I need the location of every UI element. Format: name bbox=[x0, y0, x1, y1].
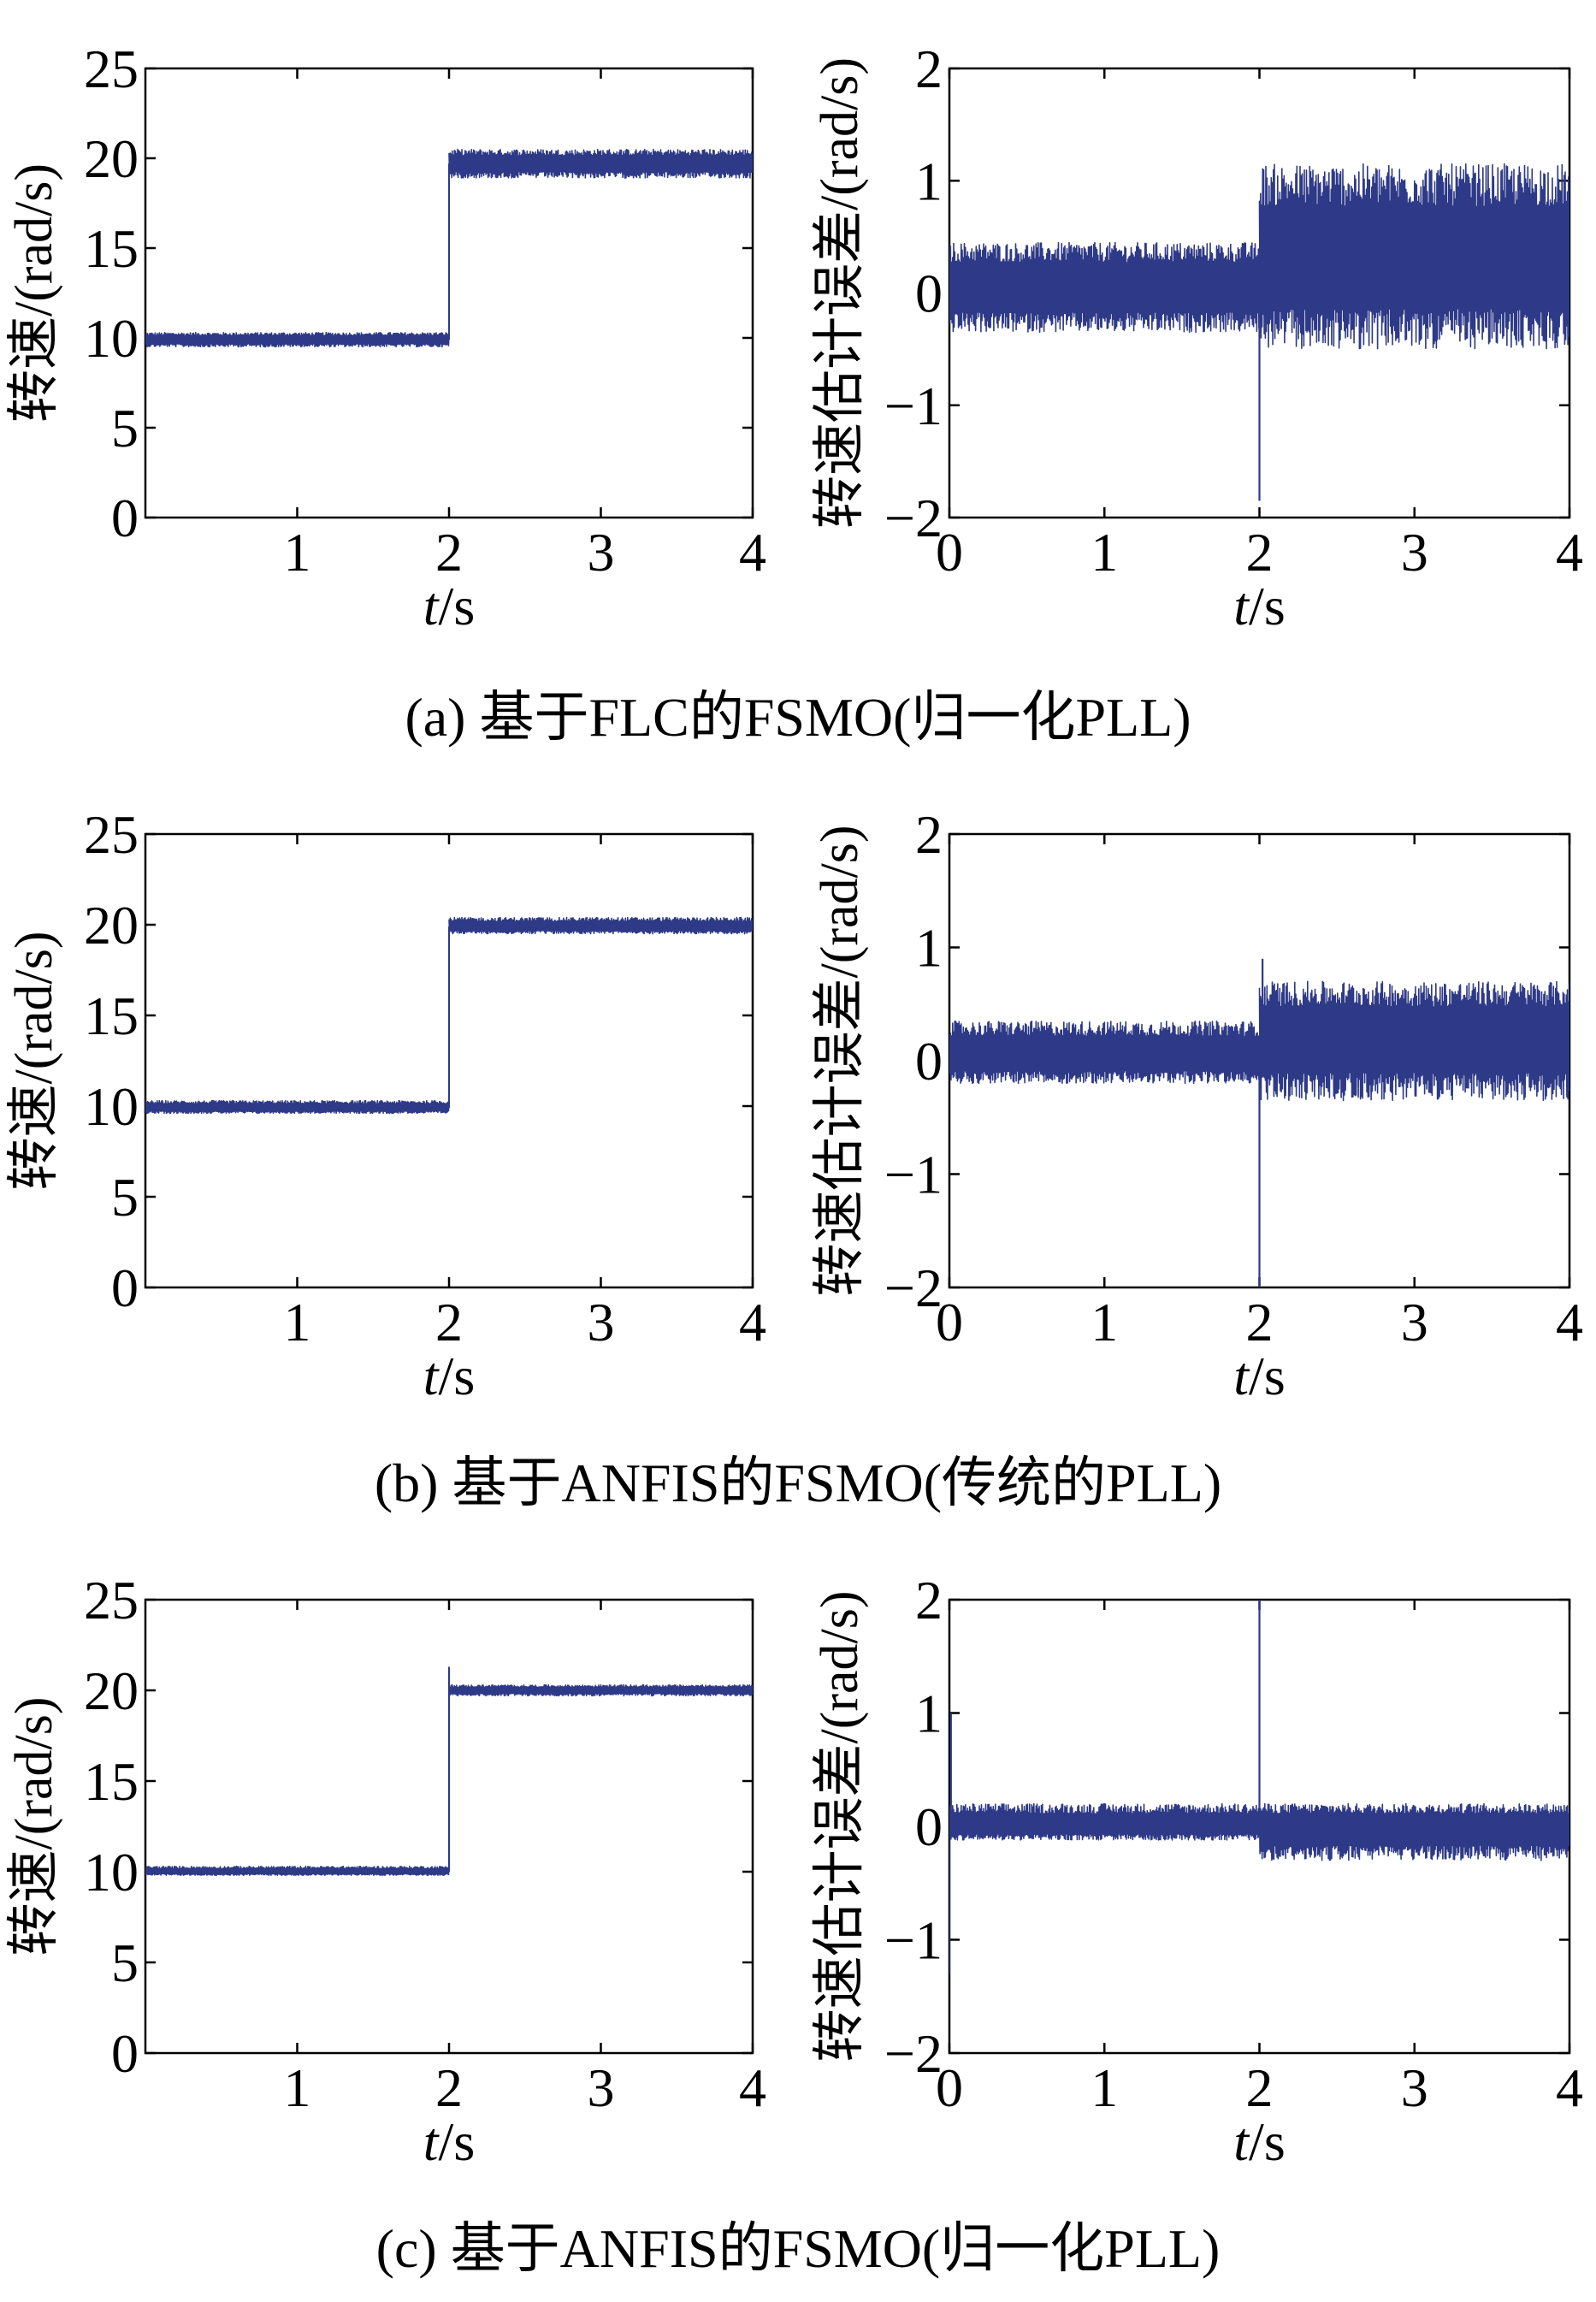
x-tick-label: 3 bbox=[1401, 1292, 1428, 1352]
y-axis-title: 转速/(rad/s) bbox=[5, 1696, 63, 1956]
y-tick-label: −2 bbox=[884, 1258, 943, 1318]
y-axis-title: 转速估计误差/(rad/s) bbox=[811, 1590, 869, 2062]
x-tick-label: 1 bbox=[284, 522, 311, 583]
signal-band bbox=[145, 1104, 449, 1111]
y-tick-label: 1 bbox=[915, 151, 943, 211]
caption-c: (c) 基于ANFIS的FSMO(归一化PLL) bbox=[376, 2218, 1221, 2279]
y-tick-label: 2 bbox=[915, 1570, 943, 1630]
signal-band bbox=[1259, 1814, 1569, 1845]
y-tick-label: 0 bbox=[111, 2023, 139, 2084]
x-tick-label: 4 bbox=[739, 1292, 766, 1352]
y-tick-label: 2 bbox=[915, 38, 943, 99]
chart-b-right: −2 −1 0 1 2 0 1 2 3 4 t/s 转速估计误差/(rad/s) bbox=[811, 804, 1583, 1406]
y-tick-label: 25 bbox=[84, 38, 139, 99]
x-axis-title: t/s bbox=[1233, 576, 1285, 636]
x-tick-label: 2 bbox=[435, 1292, 463, 1352]
x-tick-label: 2 bbox=[435, 522, 463, 583]
x-tick-label: 4 bbox=[739, 522, 766, 583]
chart-c-left: 0 5 10 15 20 25 1 2 3 4 t/s 转速/(rad/s) bbox=[5, 1570, 766, 2172]
y-tick-label: −1 bbox=[884, 376, 943, 436]
y-tick-label: 5 bbox=[111, 1932, 139, 1993]
y-tick-label: 0 bbox=[915, 263, 943, 324]
signal-band bbox=[949, 1814, 1260, 1834]
y-tick-label: 5 bbox=[111, 1167, 139, 1228]
signal-band bbox=[1259, 1007, 1569, 1073]
y-tick-label: 20 bbox=[84, 1660, 139, 1721]
y-tick-label: 1 bbox=[915, 1684, 943, 1744]
signal-band bbox=[1259, 206, 1569, 309]
y-tick-label: 1 bbox=[915, 918, 943, 979]
x-tick-label: 3 bbox=[1401, 522, 1428, 583]
y-axis-title: 转速/(rad/s) bbox=[5, 931, 63, 1190]
x-tick-label: 0 bbox=[936, 522, 963, 583]
x-tick-label: 1 bbox=[1091, 2057, 1118, 2118]
x-tick-label: 3 bbox=[588, 522, 615, 583]
y-tick-label: −1 bbox=[884, 1910, 943, 1971]
chart-a-left: 0 5 10 15 20 25 1 2 3 4 t/s 转速/(rad/s) bbox=[5, 38, 766, 636]
y-tick-label: −1 bbox=[884, 1145, 943, 1205]
chart-c-right: −2 −1 0 1 2 0 1 2 3 4 t/s 转速估计误差/(rad/s) bbox=[811, 1570, 1583, 2172]
y-tick-label: 20 bbox=[84, 128, 139, 189]
y-tick-label: 0 bbox=[915, 1031, 943, 1092]
x-axis-title: t/s bbox=[423, 2111, 475, 2172]
x-tick-label: 2 bbox=[1246, 522, 1274, 583]
y-tick-label: −2 bbox=[884, 488, 943, 548]
y-tick-label: 20 bbox=[84, 895, 139, 956]
caption-b: (b) 基于ANFIS的FSMO(传统的PLL) bbox=[375, 1453, 1221, 1513]
signal-band bbox=[449, 1687, 753, 1694]
x-axis-title: t/s bbox=[1233, 2111, 1285, 2172]
y-axis-title: 转速估计误差/(rad/s) bbox=[811, 825, 869, 1296]
x-tick-label: 1 bbox=[1091, 522, 1118, 583]
y-axis-title: 转速估计误差/(rad/s) bbox=[811, 57, 869, 529]
y-tick-label: 5 bbox=[111, 398, 139, 459]
y-tick-label: −2 bbox=[884, 2023, 943, 2084]
y-tick-label: 0 bbox=[915, 1796, 943, 1857]
y-tick-label: 10 bbox=[84, 308, 139, 369]
x-tick-label: 4 bbox=[739, 2057, 766, 2118]
x-tick-label: 1 bbox=[284, 2057, 311, 2118]
chart-a-right: −2 −1 0 1 2 0 1 2 3 4 t/s 转速估计误差/(rad/s) bbox=[811, 38, 1583, 636]
x-tick-label: 2 bbox=[1246, 2057, 1274, 2118]
signal-band bbox=[145, 1868, 449, 1874]
x-tick-label: 4 bbox=[1556, 522, 1583, 583]
caption-a: (a) 基于FLC的FSMO(归一化PLL) bbox=[405, 687, 1191, 748]
y-tick-label: 15 bbox=[84, 218, 139, 279]
chart-b-left: 0 5 10 15 20 25 1 2 3 4 t/s 转速/(rad/s) bbox=[5, 804, 766, 1406]
x-axis-title: t/s bbox=[423, 1346, 475, 1406]
x-tick-label: 0 bbox=[936, 1292, 963, 1352]
signal-band bbox=[949, 1036, 1260, 1071]
y-tick-label: 25 bbox=[84, 1570, 139, 1630]
y-tick-label: 25 bbox=[84, 804, 139, 865]
y-tick-label: 10 bbox=[84, 1842, 139, 1903]
x-tick-label: 1 bbox=[284, 1292, 311, 1352]
y-tick-label: 15 bbox=[84, 985, 139, 1046]
y-tick-label: 0 bbox=[111, 488, 139, 548]
x-tick-label: 3 bbox=[1401, 2057, 1428, 2118]
x-axis-title: t/s bbox=[1233, 1346, 1285, 1406]
x-tick-label: 3 bbox=[588, 1292, 615, 1352]
x-tick-label: 4 bbox=[1556, 1292, 1583, 1352]
y-tick-label: 10 bbox=[84, 1076, 139, 1137]
signal-band bbox=[449, 156, 753, 172]
y-tick-label: 2 bbox=[915, 804, 943, 865]
signal-band bbox=[145, 335, 449, 344]
x-tick-label: 0 bbox=[936, 2057, 963, 2118]
signal-band bbox=[449, 921, 753, 931]
x-tick-label: 2 bbox=[1246, 1292, 1274, 1352]
x-axis-title: t/s bbox=[423, 576, 475, 636]
y-tick-label: 0 bbox=[111, 1258, 139, 1318]
y-axis-title: 转速/(rad/s) bbox=[5, 163, 63, 423]
y-tick-label: 15 bbox=[84, 1751, 139, 1812]
x-tick-label: 4 bbox=[1556, 2057, 1583, 2118]
x-tick-label: 2 bbox=[435, 2057, 463, 2118]
signal-band bbox=[949, 263, 1260, 312]
x-tick-label: 3 bbox=[588, 2057, 615, 2118]
x-tick-label: 1 bbox=[1091, 1292, 1118, 1352]
